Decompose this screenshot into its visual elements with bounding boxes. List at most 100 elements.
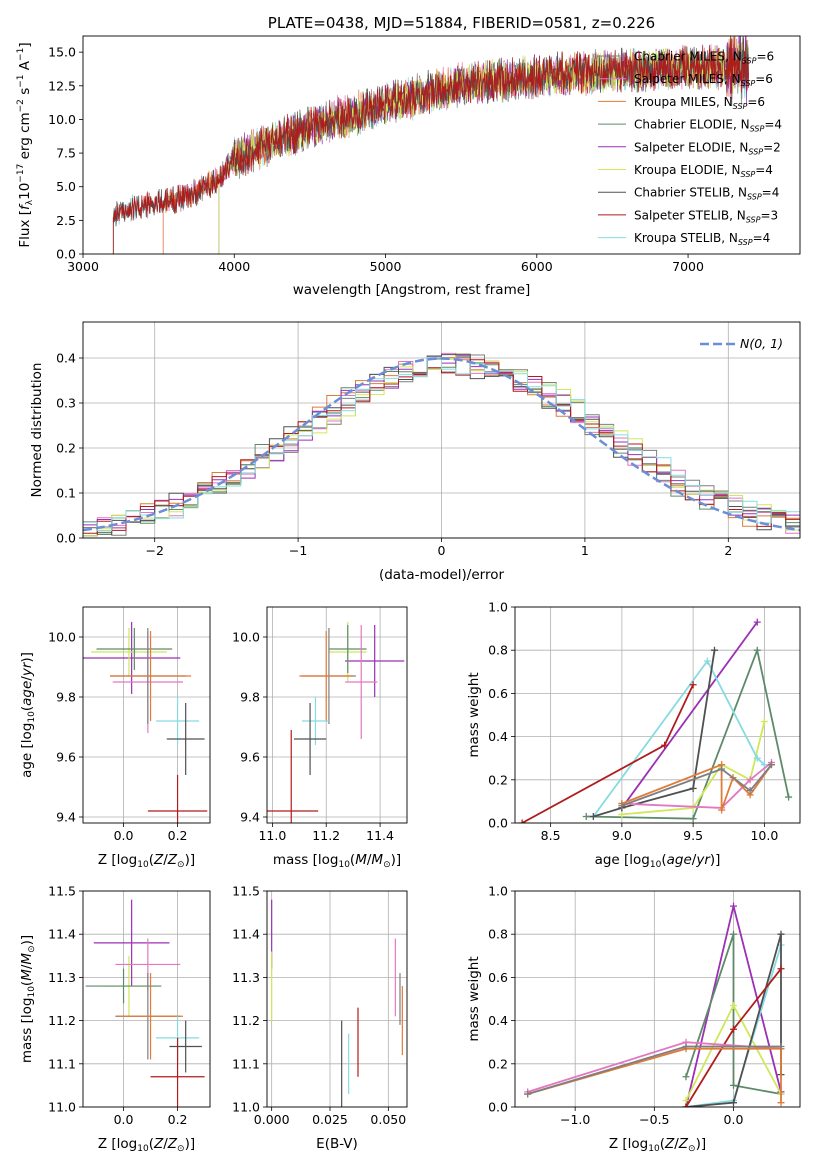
x-tick-label: −2 — [145, 543, 163, 558]
y-tick-label: 9.6 — [56, 750, 76, 765]
residuals-ylabel: Normed distribution — [29, 363, 45, 498]
mass_vs_ebv-frame — [266, 890, 408, 1108]
y-tick-label: 11.3 — [232, 970, 260, 985]
y-tick-label: 11.4 — [48, 927, 76, 942]
weight-marker-5-2 — [777, 965, 785, 973]
x-tick-label: −1 — [289, 543, 307, 558]
weight-line-5 — [521, 684, 694, 823]
y-tick-label: 0.8 — [488, 643, 508, 658]
weight-line-6 — [621, 761, 773, 809]
y-tick-label: 11.1 — [232, 1056, 260, 1071]
y-tick-label: 7.5 — [56, 146, 76, 161]
spectrum-xlabel: wavelength [Angstrom, rest frame] — [293, 282, 531, 298]
y-tick-label: 10.0 — [48, 112, 76, 127]
mass_vs_ebv-axes: 0.000 0.025 0.050 11.0 11.1 11.2 11.3 11.4 11.5 — [232, 884, 407, 1127]
x-tick-label: 7000 — [672, 259, 704, 274]
spectrum-ylabel: Flux [fλ10−17 erg cm−2 s−1 A−1] — [16, 42, 35, 247]
spectrum-axes: 3000 4000 5000 6000 7000 0.0 2.5 5.0 7.5 10.0 12.5… — [48, 45, 704, 274]
weight-marker-7-3 — [777, 1099, 785, 1107]
weight-marker-7-2 — [718, 806, 726, 814]
x-tick-label: 0.025 — [312, 1112, 348, 1127]
weight-line-4 — [593, 650, 716, 818]
y-tick-label: 0.4 — [488, 1013, 508, 1028]
weight-line-4 — [685, 933, 782, 1107]
y-tick-label: 0.1 — [56, 486, 76, 501]
x-tick-label: 0.0 — [114, 828, 134, 843]
x-tick-label: 0.050 — [370, 1112, 406, 1127]
y-tick-label: 11.1 — [48, 1056, 76, 1071]
weight-marker-4-2 — [689, 784, 697, 792]
weight-marker-5-1 — [730, 1025, 737, 1033]
y-tick-label: 0.3 — [56, 396, 76, 411]
x-tick-label: 0.0 — [114, 1112, 134, 1127]
y-tick-label: 0.2 — [488, 772, 508, 787]
weight_vs_z-series — [524, 902, 785, 1107]
residual-histograms — [83, 352, 800, 537]
mass_vs_ebv-xlabel: E(B-V) — [316, 1136, 358, 1152]
weight-marker-5-0 — [518, 819, 526, 823]
y-tick-label: 11.4 — [232, 927, 260, 942]
y-tick-label: 11.0 — [232, 1100, 260, 1115]
weight_vs_age-series — [518, 618, 793, 823]
weight-marker-3-3 — [760, 761, 768, 769]
y-tick-label: 0.4 — [56, 351, 76, 366]
mass_vs_z-ylabel: mass [log10(M/M⊙)] — [19, 935, 37, 1063]
weight-marker-1-1 — [689, 815, 697, 823]
weight-marker-1-0 — [582, 813, 590, 821]
weight-marker-8-0 — [618, 802, 626, 810]
y-tick-label: 5.0 — [56, 179, 76, 194]
weight-marker-5-0 — [682, 1103, 690, 1107]
y-tick-label: 11.2 — [48, 1013, 76, 1028]
y-tick-label: 11.5 — [232, 884, 260, 899]
weight-line-3 — [592, 659, 766, 818]
weight-marker-8-1 — [718, 765, 726, 773]
y-tick-label: 0.8 — [488, 927, 508, 942]
x-tick-label: −0.5 — [639, 1112, 669, 1127]
y-tick-label: 0.0 — [56, 531, 76, 546]
x-tick-label: 0.0 — [724, 1112, 744, 1127]
spectrum-line-7 — [112, 36, 749, 254]
mass_vs_z-frame — [82, 890, 211, 1108]
y-tick-label: 9.4 — [240, 810, 260, 825]
weight-marker-3-2 — [753, 754, 761, 762]
weight-line-1 — [586, 647, 790, 820]
weight-marker-1-3 — [785, 793, 793, 801]
x-tick-label: 0 — [438, 543, 446, 558]
y-tick-label: 10.0 — [48, 630, 76, 645]
weight-line-7 — [527, 1047, 782, 1103]
y-tick-label: 9.4 — [56, 810, 76, 825]
mass_vs_z-points — [85, 899, 205, 1107]
weight-marker-4-1 — [730, 1099, 737, 1107]
weight-marker-2-0 — [618, 810, 626, 818]
residual-hist-8 — [83, 357, 800, 537]
weight-line-8 — [621, 764, 773, 807]
y-tick-label: 12.5 — [48, 78, 76, 93]
y-tick-label: 1.0 — [488, 884, 508, 899]
x-tick-label: 11.0 — [258, 828, 286, 843]
age_vs_z-xlabel: Z [log10(Z/Z⊙)] — [98, 852, 195, 870]
y-tick-label: 0.0 — [488, 1100, 508, 1115]
mass_vs_z-axes: 0.0 0.2 11.0 11.1 11.2 11.3 11.4 11.5 — [48, 884, 210, 1127]
x-tick-label: 2 — [724, 543, 732, 558]
legend-label-2: Kroupa MILES, NSSP=6 — [634, 95, 765, 111]
y-tick-label: 9.8 — [240, 690, 260, 705]
y-tick-label: 15.0 — [48, 45, 76, 60]
weight_vs_z-ylabel: mass weight — [466, 956, 482, 1041]
y-tick-label: 0.0 — [56, 247, 76, 262]
mass_vs_z-xlabel: Z [log10(Z/Z⊙)] — [98, 1136, 195, 1154]
weight-marker-4-0 — [589, 813, 597, 821]
weight-marker-5-1 — [661, 741, 669, 749]
weight-marker-8-2 — [777, 1043, 785, 1051]
x-tick-label: 4000 — [218, 259, 250, 274]
y-tick-label: 0.2 — [56, 441, 76, 456]
x-tick-label: 0.2 — [168, 1112, 188, 1127]
weight-marker-2-1 — [689, 804, 697, 812]
y-tick-label: 0.4 — [488, 729, 508, 744]
weight-marker-8-1 — [682, 1043, 690, 1051]
weight-marker-8-3 — [768, 761, 775, 769]
y-tick-label: 11.5 — [48, 884, 76, 899]
x-tick-label: 0.000 — [254, 1112, 290, 1127]
age_vs_z-ylabel: age [log10(age/yr)] — [19, 652, 37, 778]
legend-label-8: Kroupa STELIB, NSSP=4 — [634, 231, 770, 247]
